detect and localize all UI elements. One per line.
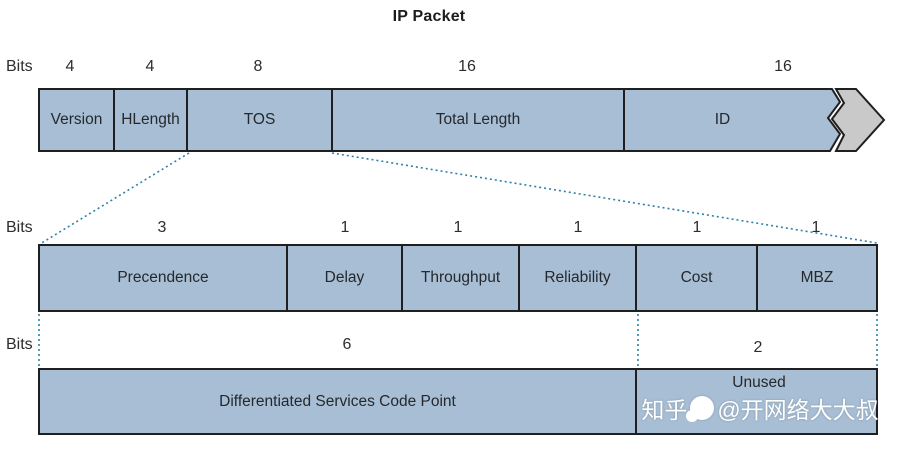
bits-count-throughput: 1 [453, 219, 463, 236]
bits-count-mbz: 1 [811, 219, 821, 236]
bits-count-tos: 8 [253, 58, 263, 75]
bits-count-unused: 2 [753, 339, 763, 356]
field-id: ID [625, 90, 820, 150]
field-cost-label: Cost [680, 269, 713, 286]
field-throughput: Throughput [403, 246, 520, 310]
bits-count-version: 4 [65, 58, 75, 75]
field-mbz: MBZ [758, 246, 876, 310]
bits-count-delay: 1 [340, 219, 350, 236]
ip-header-row: Version HLength TOS Total Length ID [38, 88, 820, 152]
bits-count-cost: 1 [692, 219, 702, 236]
field-delay: Delay [288, 246, 403, 310]
diagram-title: IP Packet [392, 8, 466, 25]
field-reliability-label: Reliability [544, 269, 611, 286]
bits-count-reliability: 1 [573, 219, 583, 236]
field-total-length: Total Length [333, 90, 625, 150]
bits-count-total-length: 16 [458, 58, 476, 75]
bits-label-row3: Bits [6, 336, 33, 353]
field-tos: TOS [188, 90, 333, 150]
continuation-arrow-icon [818, 88, 886, 152]
dscp-row: Differentiated Services Code Point [38, 368, 878, 435]
field-tos-label: TOS [243, 111, 276, 128]
field-id-label: ID [714, 111, 731, 128]
bits-count-hlength: 4 [145, 58, 155, 75]
field-mbz-label: MBZ [800, 269, 834, 286]
bits-count-precendence: 3 [157, 219, 167, 236]
field-total-length-label: Total Length [435, 111, 521, 128]
field-delay-label: Delay [324, 269, 365, 286]
field-hlength: HLength [115, 90, 188, 150]
field-dscp: Differentiated Services Code Point [40, 370, 637, 433]
bits-label-row1: Bits [6, 58, 33, 75]
zhihu-watermark-prefix: 知乎 [641, 397, 688, 423]
field-cost: Cost [637, 246, 758, 310]
field-reliability: Reliability [520, 246, 637, 310]
field-unused-label: Unused [732, 374, 786, 391]
field-dscp-label: Differentiated Services Code Point [219, 392, 456, 410]
field-version-label: Version [50, 111, 103, 128]
field-hlength-label: HLength [121, 111, 180, 128]
bits-count-id: 16 [774, 58, 792, 75]
field-unused [637, 370, 876, 433]
bits-label-row2: Bits [6, 219, 33, 236]
zhihu-watermark: 知乎 @开网络大大叔 [640, 386, 880, 430]
field-precendence: Precendence [40, 246, 288, 310]
field-throughput-label: Throughput [420, 269, 501, 286]
bits-count-dscp: 6 [342, 336, 352, 353]
field-version: Version [40, 90, 115, 150]
zhihu-watermark-handle: @开网络大大叔 [717, 397, 879, 423]
tos-byte-row: Precendence Delay Throughput Reliability… [38, 244, 878, 312]
field-precendence-label: Precendence [117, 269, 209, 286]
zhihu-logo-icon [686, 396, 715, 422]
